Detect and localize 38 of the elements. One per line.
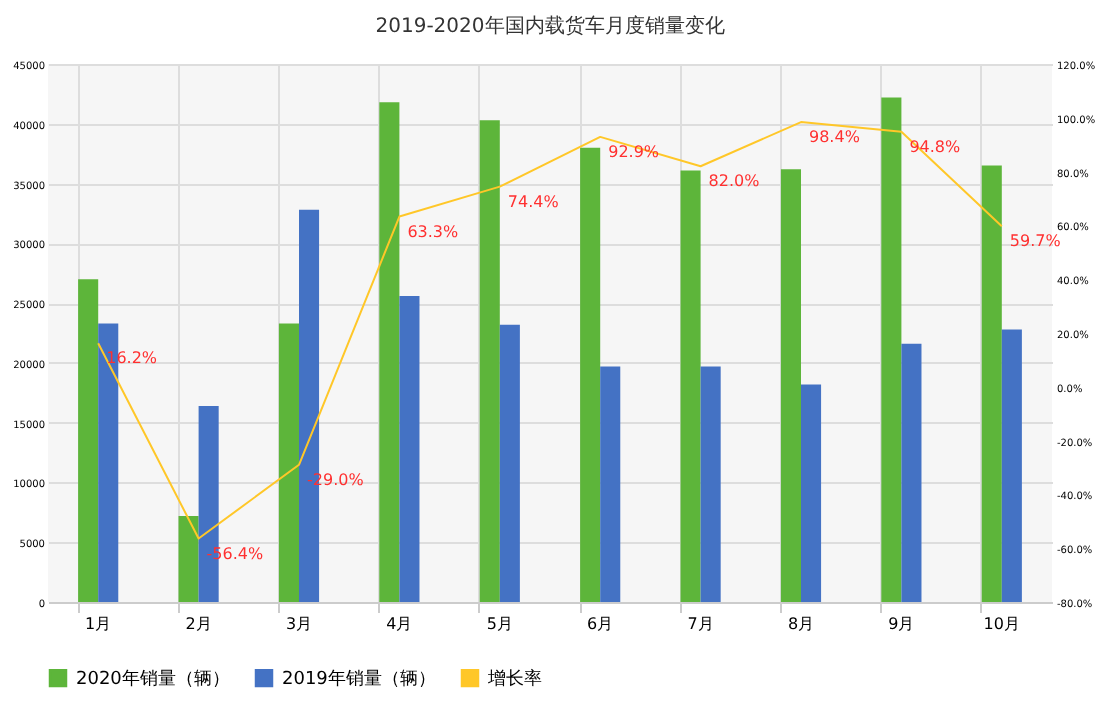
x-tick-label: 8月 — [787, 615, 815, 633]
data-label: 92.9% — [608, 142, 660, 161]
bar — [700, 366, 721, 602]
data-label: 63.3% — [407, 222, 460, 241]
bar — [399, 295, 420, 602]
x-tick-label: 6月 — [587, 615, 614, 633]
data-label: 59.7% — [1009, 232, 1062, 251]
legend-label: 2019年销量（辆） — [282, 668, 436, 691]
bar — [881, 97, 902, 602]
bar — [379, 102, 400, 602]
bar — [479, 120, 500, 602]
x-tick-label: 7月 — [687, 615, 714, 633]
x-tick-label: 10月 — [983, 615, 1020, 633]
x-tick-label: 5月 — [486, 615, 513, 633]
legend-label: 2020年销量（辆） — [76, 668, 230, 691]
bar — [78, 279, 99, 602]
bar — [780, 169, 801, 602]
data-label: 74.4% — [507, 192, 560, 211]
x-tick-label: 4月 — [386, 615, 413, 633]
bar — [1001, 329, 1022, 602]
x-tick-label: 1月 — [85, 615, 112, 633]
legend-label: 增长率 — [486, 668, 542, 691]
bar — [499, 324, 520, 602]
chart-title: 2019-2020年国内载货车月度销量变化 — [375, 14, 725, 38]
bar — [580, 147, 601, 602]
bar — [981, 165, 1002, 602]
bar — [278, 323, 299, 602]
bar — [680, 170, 701, 602]
bar — [178, 515, 199, 602]
x-tick-label: 9月 — [888, 615, 915, 633]
bar — [901, 343, 922, 602]
bar — [600, 366, 621, 602]
data-label: 98.4% — [809, 128, 861, 147]
x-tick-label: 3月 — [285, 615, 313, 633]
data-label: 82.0% — [708, 172, 761, 191]
x-tick-label: 2月 — [185, 615, 212, 633]
line-series — [97, 121, 1003, 540]
bar — [801, 384, 822, 602]
